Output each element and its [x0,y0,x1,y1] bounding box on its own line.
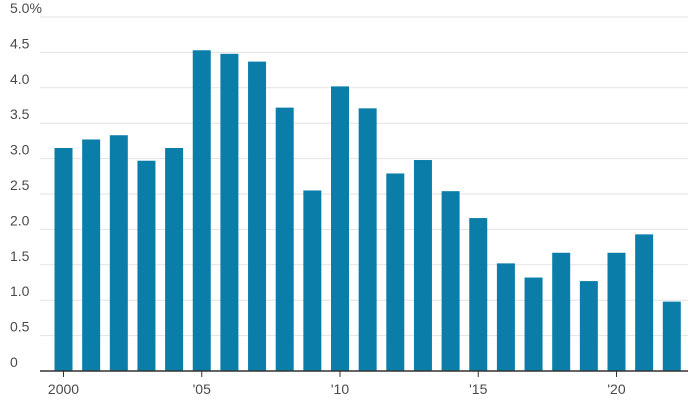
x-tick-label: 2000 [48,381,79,397]
y-tick-label: 4.5 [10,35,30,51]
x-axis-labels: 2000 '05 '10 '15 '20 [48,381,626,397]
bar-2017 [524,277,543,371]
bar-2013 [413,160,432,371]
bar-2012 [386,173,405,371]
bar-2010 [331,86,349,371]
y-tick-label: 3.0 [10,142,30,158]
y-axis-labels: 0 0.5 1.0 1.5 2.0 2.5 3.0 3.5 4.0 4.5 5.0% [10,0,42,370]
y-tick-label: 2.0 [10,212,30,228]
bar-2016 [496,263,515,371]
bar-2003 [137,160,156,371]
bar-2004 [165,147,184,371]
y-tick-label: 0 [10,354,18,370]
bar-2007 [248,61,267,371]
bar-2005 [192,50,211,371]
bar-2002 [109,135,128,371]
bar-2015 [469,218,488,371]
y-tick-label: 1.5 [10,248,30,264]
bar-2014 [441,191,460,371]
bar-2011 [358,108,377,371]
x-tick-label: '05 [193,381,211,397]
bars [54,50,681,372]
y-tick-label: 3.5 [10,106,30,122]
bar-2020 [607,252,626,371]
bar-2008 [275,107,294,372]
y-tick-label: 0.5 [10,319,30,335]
bar-2018 [552,252,571,371]
bar-2021 [635,234,654,371]
bar-2000 [54,147,73,371]
y-tick-label: 4.0 [10,71,30,87]
bar-2019 [579,281,598,371]
y-tick-label: 5.0% [10,0,42,16]
x-tick-label: '20 [607,381,625,397]
x-tick-label: '15 [469,381,487,397]
y-tick-label: 1.0 [10,283,30,299]
bar-2006 [220,53,239,371]
x-tick-label: '10 [331,381,349,397]
bar-2001 [82,139,101,371]
x-axis [40,370,688,377]
bar-2009 [303,190,322,371]
bar-2022 [662,301,681,371]
y-tick-label: 2.5 [10,177,30,193]
